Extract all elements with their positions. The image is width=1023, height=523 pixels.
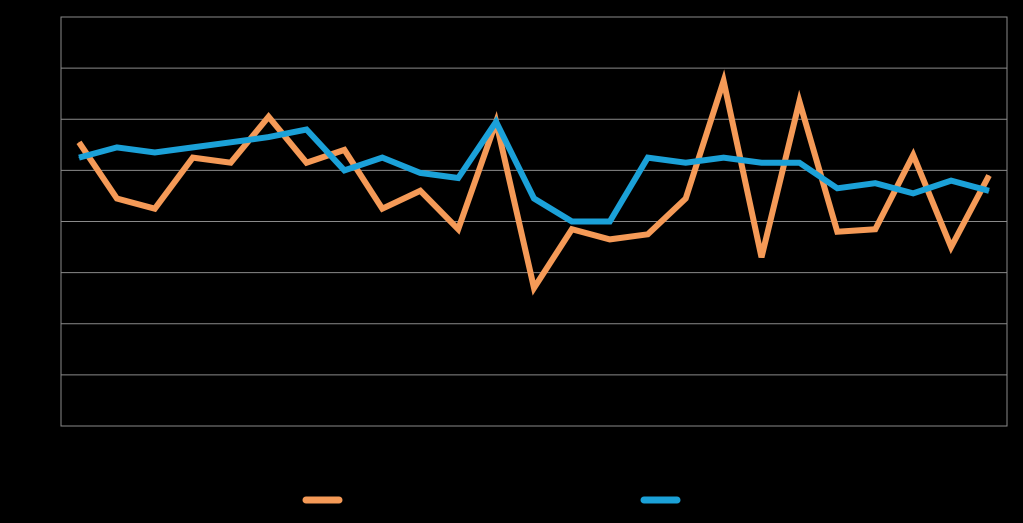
series-1-point [78, 141, 80, 143]
series-2-point [685, 162, 687, 164]
series-1-point [685, 198, 687, 199]
series-1-point [950, 246, 952, 248]
series-2-point [343, 169, 345, 171]
series-1-point [571, 228, 573, 230]
series-1-point [268, 116, 270, 118]
series-1-point [647, 233, 649, 235]
series-2-point [419, 172, 421, 174]
series-1-point [874, 228, 876, 230]
series-2-point [950, 180, 952, 182]
series-2-point [988, 190, 990, 192]
series-1-point [192, 157, 194, 159]
series-1-point [343, 149, 345, 151]
series-2-point [647, 157, 649, 159]
series-2-point [230, 141, 232, 143]
series-1-point [419, 190, 421, 192]
plot-area-border [60, 16, 1008, 427]
series-2-point [912, 192, 914, 194]
series-2-line [78, 115, 990, 225]
series-2-point [761, 162, 762, 164]
series-1-point [609, 238, 611, 240]
series-2-point [192, 146, 194, 148]
series-2-point [533, 198, 535, 199]
series-1-point [723, 80, 725, 82]
series-1-point [912, 154, 914, 156]
series-1 [76, 69, 992, 296]
series-1-point [230, 162, 232, 164]
series-2-point [154, 152, 156, 153]
gridlines [61, 67, 1007, 376]
series-2-point [874, 182, 876, 184]
series-1-point [116, 198, 118, 199]
series-2-point [268, 136, 270, 138]
series-1-point [836, 231, 838, 233]
series-1-point [761, 256, 762, 258]
series-2-point [116, 146, 118, 148]
series-1-point [306, 162, 307, 164]
series-1-point [457, 228, 459, 230]
series-2-point [609, 221, 611, 222]
series-2-point [495, 121, 497, 123]
series-lines [76, 69, 992, 296]
series-2-point [381, 157, 383, 159]
series-2-point [571, 221, 573, 222]
series-2-point [836, 187, 838, 189]
series-2 [78, 115, 990, 225]
series-1-point [381, 208, 383, 210]
series-1-point [533, 287, 535, 289]
series-2-point [723, 157, 725, 159]
series-2-point [457, 177, 459, 179]
series-1-point [988, 175, 990, 176]
series-2-point [306, 129, 307, 130]
series-1-point [154, 208, 156, 210]
series-1-point [798, 100, 800, 102]
series-2-point [798, 162, 800, 164]
series-2-point [78, 157, 80, 159]
